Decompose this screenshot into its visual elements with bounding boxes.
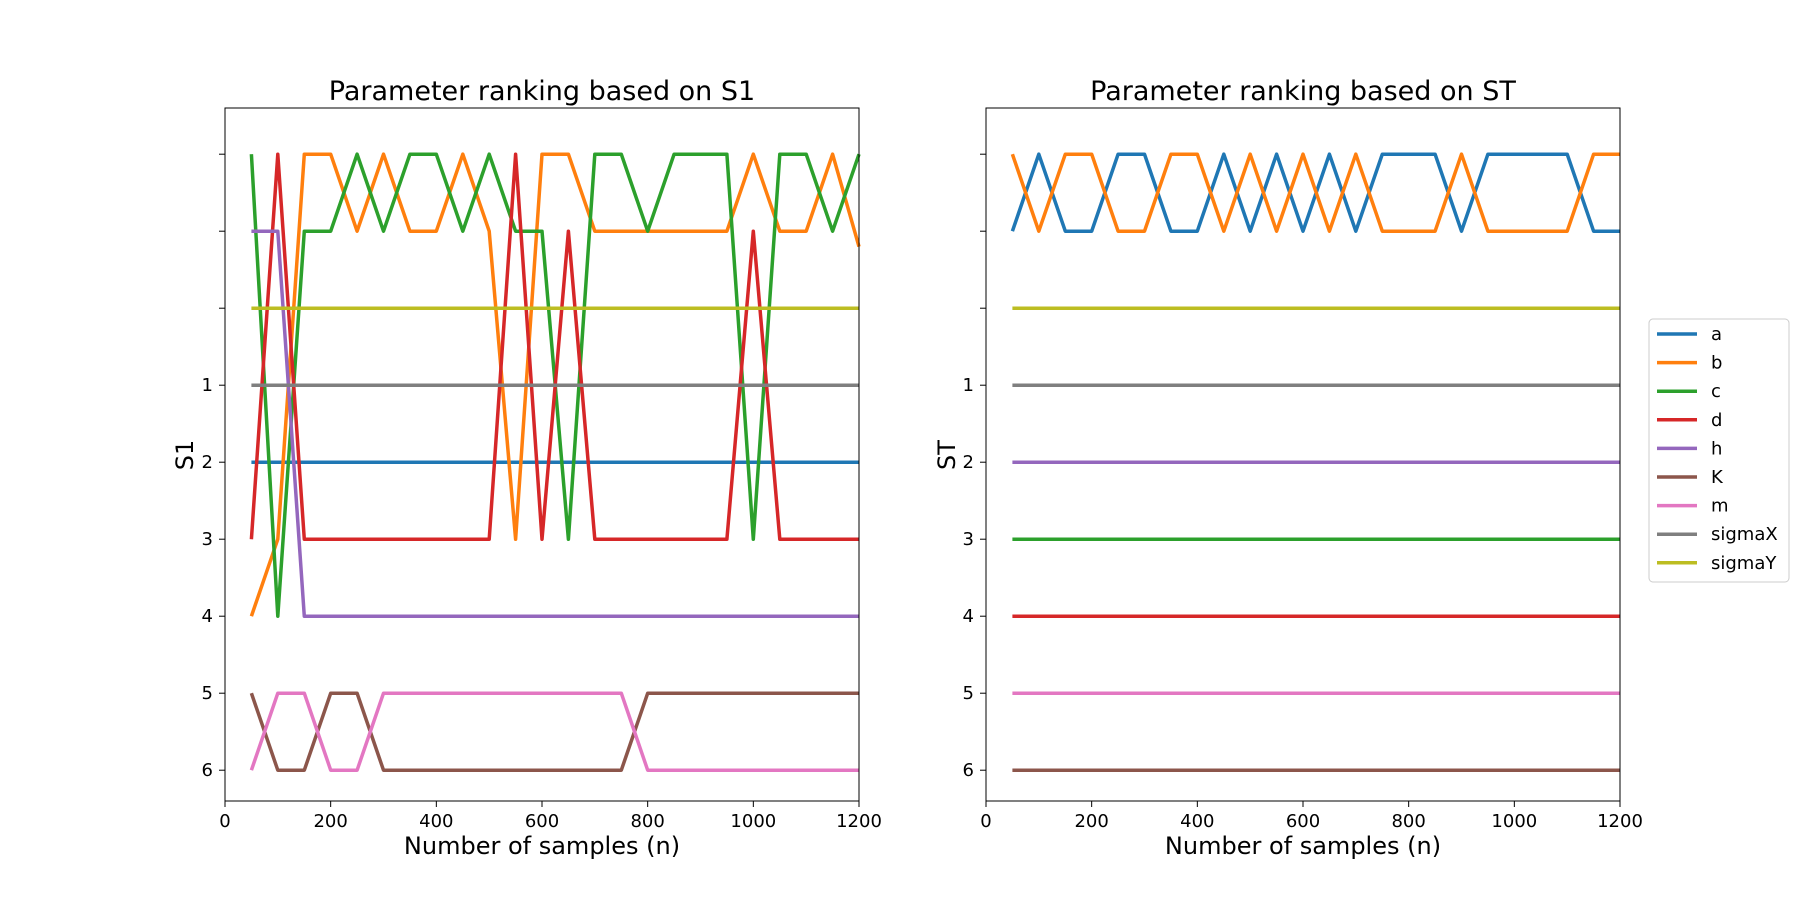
y-axis-ticks: 1 2 3 4 5 6: [963, 153, 986, 781]
chart-panel-s1: Parameter ranking based on S1 0 200 400 600…: [171, 76, 882, 860]
series-lines: [1010, 152, 1620, 772]
x-tick-label: 800: [1391, 811, 1425, 832]
y-tick-label: 6: [963, 760, 974, 781]
series-lines: [249, 152, 861, 772]
legend-box: [1648, 318, 1790, 583]
y-tick-label: 3: [963, 529, 974, 550]
legend-label-c: c: [1711, 381, 1721, 402]
x-tick-label: 600: [525, 811, 559, 832]
plot-frame: [985, 107, 1621, 802]
x-axis-label: Number of samples (n): [404, 832, 680, 860]
x-tick-label: 0: [219, 811, 230, 832]
y-tick-label: 4: [963, 606, 974, 627]
y-tick-label: 5: [202, 683, 213, 704]
x-tick-label: 1200: [836, 811, 882, 832]
x-tick-label: 600: [1286, 811, 1320, 832]
series-line-b: [249, 152, 861, 617]
legend-label-d: d: [1711, 410, 1722, 431]
x-tick-label: 1200: [1597, 811, 1643, 832]
y-tick-label: 2: [202, 452, 213, 473]
x-tick-label: 200: [1074, 811, 1108, 832]
plot-frame: [224, 107, 860, 802]
series-line-m: [249, 691, 859, 772]
y-tick-label: 3: [202, 529, 213, 550]
y-tick-label: 4: [202, 606, 213, 627]
x-tick-label: 0: [980, 811, 991, 832]
y-axis-label: ST: [933, 440, 961, 470]
chart-panel-st: Parameter ranking based on ST 0 200 400 600…: [933, 76, 1643, 860]
x-tick-label: 1000: [730, 811, 776, 832]
y-tick-label: 1: [202, 375, 213, 396]
x-tick-label: 400: [1180, 811, 1214, 832]
series-line-k: [249, 691, 859, 772]
legend-label-sigmay: sigmaY: [1711, 553, 1777, 574]
x-tick-label: 400: [419, 811, 453, 832]
legend-label-k: K: [1711, 467, 1724, 488]
series-line-b: [1010, 152, 1620, 233]
series-line-h: [251, 229, 859, 618]
legend-label-sigmax: sigmaX: [1711, 524, 1778, 545]
y-axis-label: S1: [171, 440, 199, 471]
y-axis-ticks: 1 2 3 4 5 6: [202, 153, 225, 781]
x-axis-ticks: 0 200 400 600 800 1000 1200: [980, 801, 1643, 832]
x-axis-ticks: 0 200 400 600 800 1000 1200: [219, 801, 882, 832]
legend-label-b: b: [1711, 353, 1722, 374]
x-axis-label: Number of samples (n): [1165, 832, 1441, 860]
chart-title: Parameter ranking based on ST: [1090, 76, 1516, 107]
x-tick-label: 1000: [1491, 811, 1537, 832]
chart-title: Parameter ranking based on S1: [329, 76, 755, 107]
y-tick-label: 1: [963, 375, 974, 396]
y-tick-label: 2: [963, 452, 974, 473]
x-tick-label: 800: [630, 811, 664, 832]
x-tick-label: 200: [313, 811, 347, 832]
y-tick-label: 6: [202, 760, 213, 781]
legend-label-m: m: [1711, 496, 1729, 517]
legend-label-a: a: [1711, 324, 1722, 345]
y-tick-label: 5: [963, 683, 974, 704]
legend-label-h: h: [1711, 438, 1722, 459]
